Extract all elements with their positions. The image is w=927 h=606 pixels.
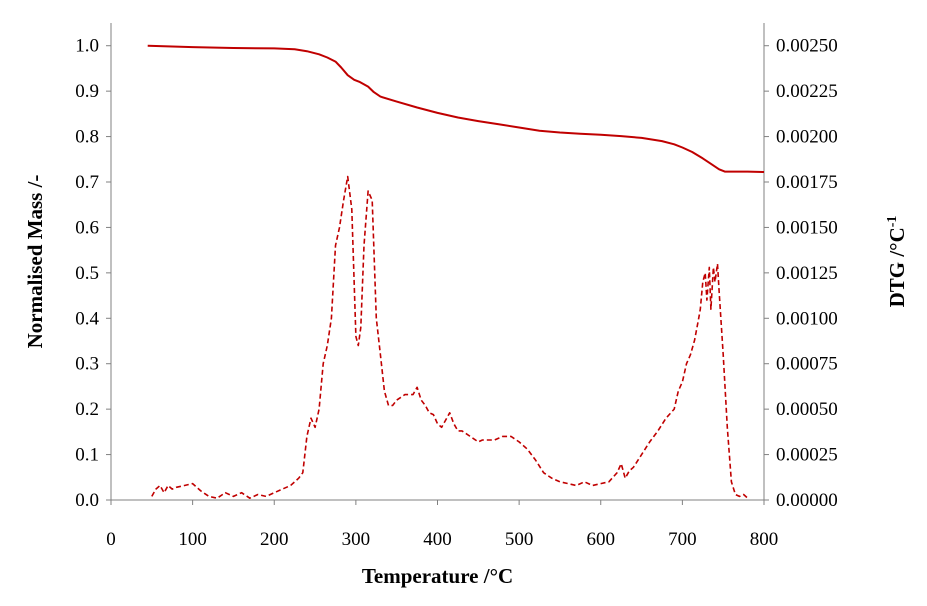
y2-tick-label: 0.00025: [776, 445, 838, 466]
y-tick-label: 0.0: [75, 490, 99, 511]
y2-tick-label: 0.00000: [776, 490, 838, 511]
y-ticks: 0.0 0.1 0.2 0.3 0.4 0.5 0.6 0.7 0.8 0.9 1.0: [75, 36, 111, 511]
y2-tick-label: 0.00125: [776, 263, 838, 284]
y-axis-right-title: DTG /°C-1: [885, 216, 909, 308]
y2-title-superscript: -1: [885, 216, 900, 228]
y-axis-left-title: Normalised Mass /-: [23, 175, 47, 349]
series-group: [147, 44, 765, 500]
x-tick-label: 200: [260, 529, 289, 550]
y-tick-label: 1.0: [75, 36, 99, 57]
x-tick-label: 300: [342, 529, 371, 550]
x-tick-label: 0: [106, 529, 116, 550]
y2-title-main: DTG /°C: [885, 227, 909, 307]
y2-tick-label: 0.00200: [776, 127, 838, 148]
y-tick-label: 0.8: [75, 127, 99, 148]
x-axis-title: Temperature /°C: [362, 564, 513, 588]
y2-tick-label: 0.00150: [776, 217, 838, 238]
y-tick-label: 0.1: [75, 445, 99, 466]
y2-tick-label: 0.00225: [776, 81, 838, 102]
y2-tick-label: 0.00050: [776, 399, 838, 420]
y-tick-label: 0.6: [75, 217, 99, 238]
y2-tick-label: 0.00175: [776, 172, 838, 193]
x-tick-label: 400: [423, 529, 452, 550]
y2-tick-label: 0.00250: [776, 36, 838, 57]
dtg-series-line: [151, 175, 749, 500]
y2-tick-label: 0.00075: [776, 354, 838, 375]
x-tick-label: 600: [587, 529, 616, 550]
x-tick-label: 800: [750, 529, 779, 550]
x-tick-label: 700: [668, 529, 697, 550]
x-ticks: 0 100 200 300 400 500 600 700 800: [106, 500, 778, 550]
y-tick-label: 0.2: [75, 399, 99, 420]
y-tick-label: 0.5: [75, 263, 99, 284]
y2-ticks: 0.00000 0.00025 0.00050 0.00075 0.00100 0.001…: [764, 36, 838, 511]
y-tick-label: 0.9: [75, 81, 99, 102]
x-tick-label: 100: [178, 529, 207, 550]
y2-tick-label: 0.00100: [776, 308, 838, 329]
y-tick-label: 0.3: [75, 354, 99, 375]
axes: [110, 23, 765, 501]
mass-series-line: [147, 44, 765, 173]
y-tick-label: 0.4: [75, 308, 99, 329]
x-tick-label: 500: [505, 529, 534, 550]
y-tick-label: 0.7: [75, 172, 99, 193]
